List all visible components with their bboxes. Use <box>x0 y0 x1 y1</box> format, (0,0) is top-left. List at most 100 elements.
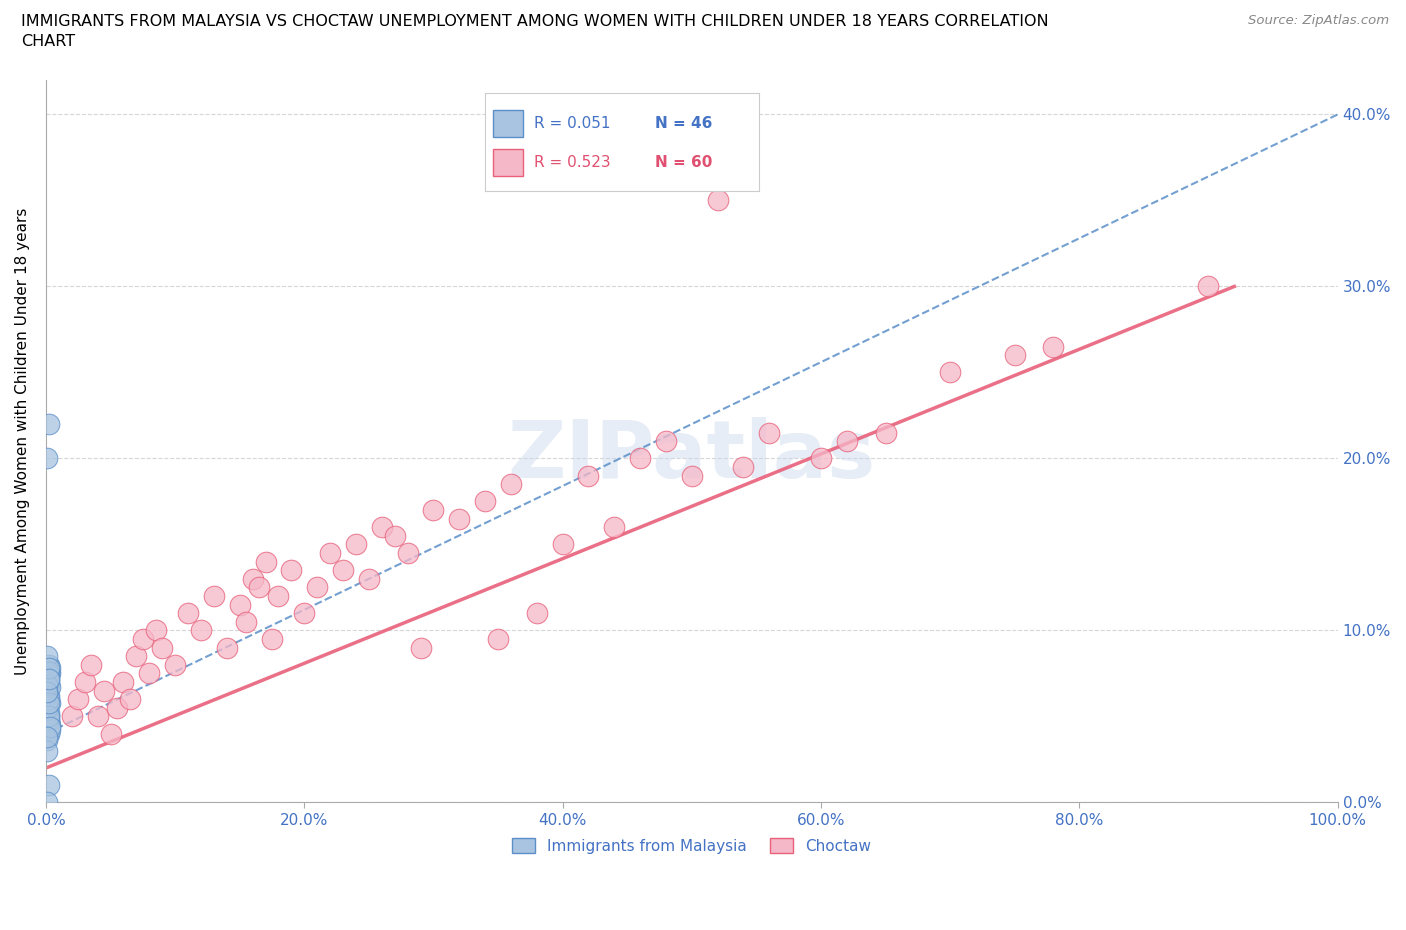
Point <box>384 528 406 543</box>
Point <box>332 563 354 578</box>
Point <box>37 451 59 466</box>
Point <box>37 674 59 689</box>
Point <box>38 723 60 737</box>
Text: R = 0.051: R = 0.051 <box>534 116 612 131</box>
Point <box>38 712 60 727</box>
Point <box>93 684 115 698</box>
Point <box>38 661 60 676</box>
Point <box>38 668 60 683</box>
Point <box>37 700 59 715</box>
Point <box>603 520 626 535</box>
Point <box>810 451 832 466</box>
Text: IMMIGRANTS FROM MALAYSIA VS CHOCTAW UNEMPLOYMENT AMONG WOMEN WITH CHILDREN UNDER: IMMIGRANTS FROM MALAYSIA VS CHOCTAW UNEM… <box>21 14 1049 48</box>
Text: N = 60: N = 60 <box>655 155 713 170</box>
Text: N = 46: N = 46 <box>655 116 713 131</box>
Point <box>67 692 90 707</box>
Y-axis label: Unemployment Among Women with Children Under 18 years: Unemployment Among Women with Children U… <box>15 207 30 675</box>
Point <box>118 692 141 707</box>
Point <box>474 494 496 509</box>
Point <box>38 706 60 721</box>
Text: R = 0.523: R = 0.523 <box>534 155 612 170</box>
Point <box>396 546 419 561</box>
FancyBboxPatch shape <box>494 110 523 137</box>
Point <box>422 502 444 517</box>
Point <box>37 694 59 709</box>
Point <box>835 433 858 448</box>
Point <box>37 795 59 810</box>
Point <box>37 696 59 711</box>
Point <box>1198 279 1220 294</box>
Point <box>38 719 60 734</box>
Point <box>38 666 60 681</box>
Point <box>38 658 60 672</box>
Point <box>38 671 60 686</box>
Point <box>449 512 471 526</box>
Point <box>875 425 897 440</box>
Point <box>319 546 342 561</box>
Point <box>235 615 257 630</box>
Point <box>38 712 60 727</box>
Point <box>38 709 60 724</box>
Point <box>267 589 290 604</box>
Point <box>344 537 367 551</box>
Point <box>37 743 59 758</box>
Point <box>37 684 59 699</box>
Point <box>939 365 962 379</box>
Point <box>38 692 60 707</box>
Point <box>292 605 315 620</box>
Point <box>526 605 548 620</box>
Point <box>38 688 60 703</box>
Point <box>37 733 59 748</box>
Point <box>138 666 160 681</box>
Point <box>150 640 173 655</box>
Point <box>105 700 128 715</box>
Point <box>357 571 380 586</box>
Point <box>228 597 250 612</box>
Point <box>655 433 678 448</box>
Point <box>37 684 59 699</box>
Point <box>38 680 60 695</box>
Point <box>73 674 96 689</box>
Point <box>86 709 108 724</box>
Point <box>37 730 59 745</box>
Point <box>80 658 103 672</box>
Point <box>628 451 651 466</box>
Point <box>38 696 60 711</box>
Point <box>38 709 60 724</box>
Point <box>706 193 728 208</box>
Point <box>37 678 59 693</box>
Point <box>38 678 60 693</box>
Point <box>165 658 187 672</box>
Point <box>177 605 200 620</box>
Point <box>38 671 60 686</box>
Point <box>100 726 122 741</box>
Point <box>733 459 755 474</box>
Point <box>132 631 155 646</box>
Point <box>38 417 60 432</box>
Point <box>38 777 60 792</box>
Point <box>681 468 703 483</box>
Point <box>242 571 264 586</box>
Point <box>112 674 135 689</box>
Point <box>280 563 302 578</box>
Point <box>247 580 270 595</box>
Point <box>202 589 225 604</box>
Point <box>38 661 60 676</box>
Point <box>371 520 394 535</box>
Point <box>38 674 60 689</box>
Point <box>758 425 780 440</box>
Point <box>578 468 600 483</box>
Point <box>37 671 59 686</box>
Point <box>38 696 60 711</box>
Point <box>37 686 59 701</box>
Point <box>37 692 59 707</box>
Point <box>190 623 212 638</box>
Point <box>38 726 60 741</box>
Point <box>254 554 277 569</box>
Legend: Immigrants from Malaysia, Choctaw: Immigrants from Malaysia, Choctaw <box>506 831 877 859</box>
Point <box>145 623 167 638</box>
Point <box>37 684 59 698</box>
Point <box>260 631 283 646</box>
Point <box>1004 348 1026 363</box>
Point <box>38 718 60 733</box>
